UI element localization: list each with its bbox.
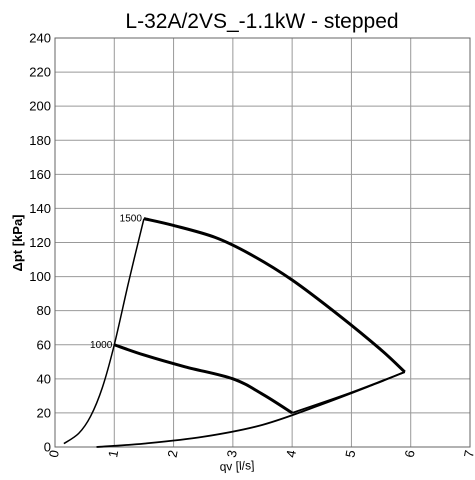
y-tick-labels: 0 20 40 60 80 100 120 140 160 180 200 220 240	[29, 31, 51, 455]
y-tick-label-8: 160	[29, 167, 51, 182]
curve-label-1000: 1000	[90, 340, 113, 351]
y-tick-label-10: 200	[29, 99, 51, 114]
x-tick-label-4: 4	[283, 449, 299, 459]
x-tick-label-7: 7	[461, 449, 475, 459]
plot-frame	[54, 37, 471, 448]
y-tick-label-7: 140	[29, 201, 51, 216]
y-tick-label-4: 80	[37, 303, 51, 318]
limit-curve-left-line	[63, 218, 145, 445]
system-curve-bottom-line	[96, 371, 406, 448]
x-tick-label-0: 0	[46, 449, 62, 459]
y-tick-label-6: 120	[29, 235, 51, 250]
curve-labels: 1500 1000	[90, 214, 142, 351]
x-tick-label-5: 5	[342, 449, 358, 459]
y-tick-label-0: 0	[44, 440, 51, 455]
x-axis-label: qv [l/s]	[219, 458, 254, 474]
limit-curve-right-line	[291, 371, 406, 414]
x-tick-label-6: 6	[402, 449, 418, 459]
x-tick-label-2: 2	[164, 449, 180, 459]
y-tick-label-12: 240	[29, 31, 51, 46]
chart-title: L-32A/2VS_-1.1kW - stepped	[125, 10, 398, 33]
grid	[54, 37, 471, 448]
y-axis-label: Δpt [kPa]	[10, 214, 25, 271]
series-1000-line	[113, 343, 293, 415]
y-tick-label-5: 100	[29, 269, 51, 284]
y-tick-label-9: 180	[29, 133, 51, 148]
series-1500-line	[143, 217, 406, 374]
x-tick-labels: 0 1 2 3 4 5 6 7	[46, 449, 475, 459]
y-tick-label-1: 20	[37, 405, 51, 420]
y-tick-label-2: 40	[37, 371, 51, 386]
y-tick-label-3: 60	[37, 337, 51, 352]
x-tick-label-1: 1	[105, 449, 121, 459]
y-tick-label-11: 220	[29, 65, 51, 80]
curve-label-1500: 1500	[120, 214, 143, 225]
curves	[63, 217, 406, 448]
x-tick-label-3: 3	[224, 449, 240, 459]
